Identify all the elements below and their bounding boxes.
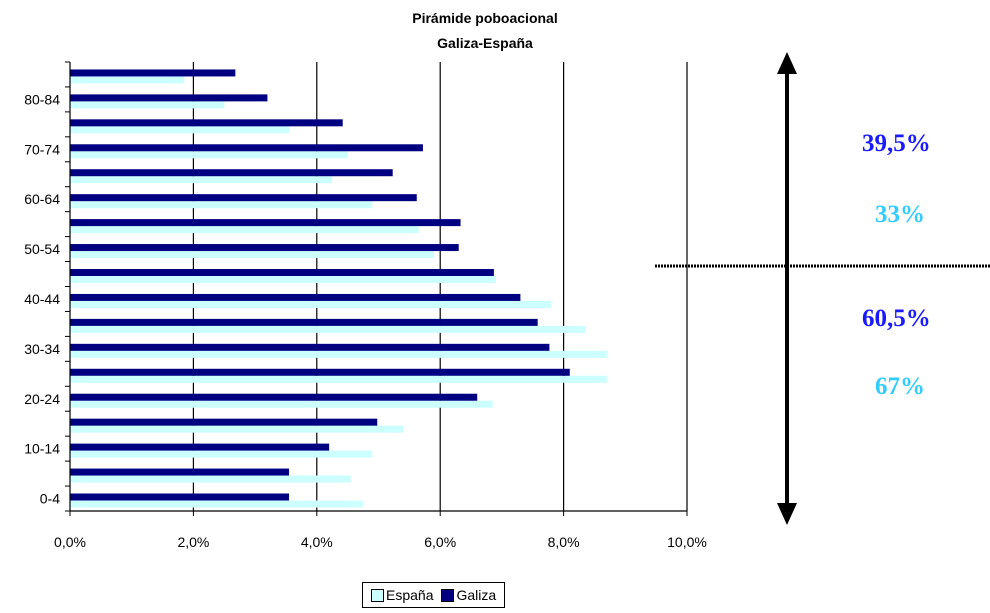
bar-espana	[70, 151, 348, 159]
bar-galiza	[70, 244, 459, 252]
bar-espana	[70, 300, 552, 308]
legend-label-espana: España	[386, 587, 434, 603]
lower-espana-percent: 67%	[875, 373, 925, 400]
bar-espana	[70, 475, 351, 483]
bar-espana	[70, 375, 607, 383]
y-tick-label: 10-14	[24, 441, 60, 457]
x-tick-label: 8,0%	[548, 534, 580, 550]
x-tick-label: 10,0%	[667, 534, 707, 550]
divider-arrows	[655, 52, 990, 525]
bar-espana	[70, 350, 607, 358]
bar-espana	[70, 450, 373, 458]
y-tick-labels: 0-4 10-14 20-24 30-34 40-44 50-54 60-64 70-74 80…	[24, 91, 60, 506]
y-tick-label: 40-44	[24, 291, 60, 307]
bar-espana	[70, 101, 225, 109]
x-tick-label: 0,0%	[54, 534, 86, 550]
lower-galiza-percent: 60,5%	[862, 305, 931, 332]
bar-galiza	[70, 393, 478, 401]
upper-espana-percent: 33%	[875, 201, 925, 228]
bar-galiza	[70, 493, 290, 501]
x-tick-labels: 0,0% 2,0% 4,0% 6,0% 8,0% 10,0%	[54, 534, 707, 550]
down-arrow-head	[777, 503, 797, 525]
y-tick-label: 30-34	[24, 341, 60, 357]
legend-swatch-espana	[371, 588, 384, 602]
up-arrow-head	[777, 52, 797, 74]
bar-galiza	[70, 318, 538, 326]
bar-galiza	[70, 219, 461, 227]
bar-galiza	[70, 443, 330, 451]
bar-galiza	[70, 94, 268, 102]
bar-espana	[70, 176, 333, 184]
x-tick-label: 6,0%	[424, 534, 456, 550]
bars	[70, 69, 607, 508]
bar-galiza	[70, 293, 521, 301]
bar-galiza	[70, 169, 393, 177]
y-tick-label: 70-74	[24, 141, 60, 157]
bar-espana	[70, 251, 435, 259]
bar-galiza	[70, 468, 290, 476]
bar-espana	[70, 325, 586, 333]
legend-item-galiza: Galiza	[441, 587, 496, 603]
bar-galiza	[70, 144, 423, 152]
bar-espana	[70, 425, 404, 433]
legend-swatch-galiza	[441, 588, 455, 602]
bar-galiza	[70, 368, 570, 376]
bar-espana	[70, 276, 496, 283]
upper-galiza-percent: 39,5%	[862, 130, 931, 157]
bar-galiza	[70, 343, 550, 351]
legend-item-espana: España	[371, 587, 433, 603]
bar-espana	[70, 201, 373, 209]
bar-espana	[70, 500, 364, 508]
bar-galiza	[70, 194, 417, 202]
bar-espana	[70, 226, 419, 234]
bar-espana	[70, 76, 185, 84]
y-tick-label: 80-84	[24, 91, 60, 107]
bar-galiza	[70, 69, 236, 77]
y-tick-label: 0-4	[40, 491, 60, 507]
legend-label-galiza: Galiza	[456, 587, 497, 603]
chart-legend: España Galiza	[362, 582, 506, 608]
bar-espana	[70, 126, 290, 134]
gridlines	[192, 62, 688, 511]
bar-espana	[70, 400, 493, 408]
chart-subtitle: Galiza-España	[437, 35, 533, 51]
bar-galiza	[70, 119, 343, 127]
y-tick-label: 20-24	[24, 391, 60, 407]
x-tick-label: 2,0%	[177, 534, 209, 550]
bar-galiza	[70, 418, 378, 426]
y-tick-label: 60-64	[24, 191, 60, 207]
y-tick-label: 50-54	[24, 241, 60, 257]
chart-title: Pirámide poboacional	[412, 10, 558, 26]
x-tick-label: 4,0%	[301, 534, 333, 550]
bar-galiza	[70, 269, 494, 276]
axes	[65, 61, 688, 516]
